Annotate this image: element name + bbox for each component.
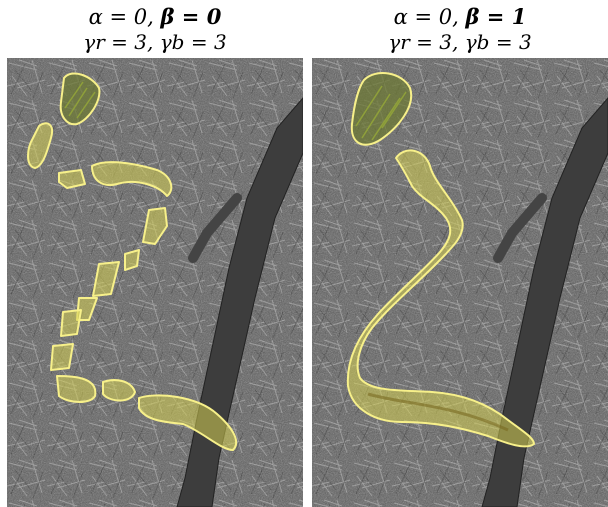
alpha-term: α = 0,	[393, 5, 459, 29]
panel-left: α = 0, β = 0 γr = 3, γb = 3	[7, 0, 303, 507]
beta-term: β = 1	[465, 4, 527, 29]
snake-region	[346, 149, 535, 448]
panel-title-line2: γr = 3, γb = 3	[388, 30, 532, 54]
panel-title-line1: α = 0, β = 0	[7, 4, 303, 30]
panel-title-line2: γr = 3, γb = 3	[83, 30, 227, 54]
plant-region	[350, 72, 413, 146]
fragmented-segments	[27, 122, 238, 451]
branch	[176, 97, 303, 507]
panel-title-line1: α = 0, β = 1	[312, 4, 608, 30]
branch	[481, 97, 608, 507]
segmentation-image-right	[312, 58, 608, 507]
panel-right: α = 0, β = 1 γr = 3, γb = 3	[312, 0, 608, 507]
segmentation-image-left	[7, 58, 303, 507]
alpha-term: α = 0,	[88, 5, 154, 29]
beta-term: β = 0	[160, 4, 222, 29]
